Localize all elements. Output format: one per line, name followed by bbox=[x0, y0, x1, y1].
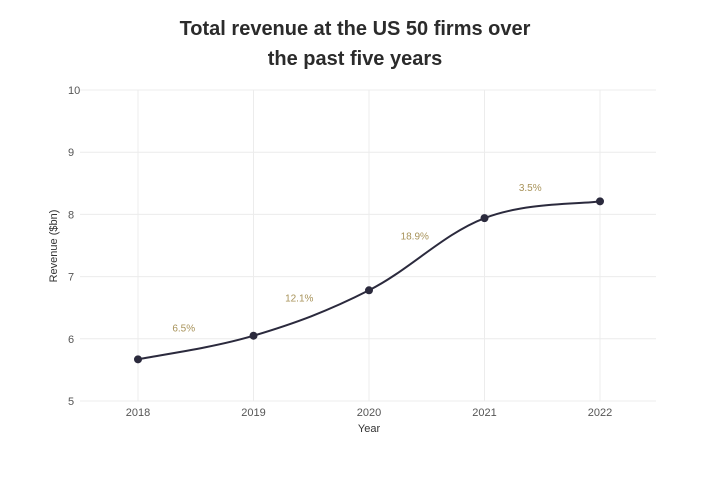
growth-annotation: 18.9% bbox=[401, 232, 429, 243]
y-tick-label: 5 bbox=[68, 396, 74, 408]
x-tick-label: 2019 bbox=[241, 407, 265, 419]
y-tick-label: 6 bbox=[68, 334, 74, 346]
data-point-2020 bbox=[365, 286, 373, 295]
data-point-2019 bbox=[249, 331, 258, 340]
y-tick-label: 9 bbox=[68, 147, 74, 159]
chart-title-line-1: Total revenue at the US 50 firms over bbox=[179, 18, 531, 40]
growth-annotations: 6.5% 12.1% 18.9% 3.5% bbox=[172, 183, 541, 335]
data-point-2018 bbox=[134, 355, 142, 364]
x-tick-label: 2020 bbox=[357, 407, 381, 419]
grid-lines bbox=[80, 89, 656, 402]
x-tick-label: 2022 bbox=[588, 407, 612, 419]
chart-title: Total revenue at the US 50 firms over th… bbox=[0, 14, 710, 74]
x-tick-label: 2021 bbox=[472, 407, 496, 419]
x-axis-ticks: 2018 2019 2020 2021 2022 bbox=[126, 407, 612, 419]
chart-title-line-2: the past five years bbox=[267, 48, 443, 70]
y-axis-ticks: 5 6 7 8 9 10 bbox=[68, 85, 80, 408]
x-axis-label: Year bbox=[358, 423, 381, 435]
x-tick-label: 2018 bbox=[126, 407, 150, 419]
data-point-2022 bbox=[596, 197, 604, 206]
growth-annotation: 12.1% bbox=[285, 294, 313, 305]
growth-annotation: 6.5% bbox=[172, 324, 195, 335]
data-points bbox=[134, 197, 604, 364]
y-axis-label: Revenue ($bn) bbox=[48, 210, 60, 283]
growth-annotation: 3.5% bbox=[519, 183, 542, 194]
data-point-2021 bbox=[480, 214, 489, 223]
y-tick-label: 7 bbox=[68, 272, 74, 284]
y-tick-label: 8 bbox=[68, 209, 74, 221]
y-tick-label: 10 bbox=[68, 85, 80, 97]
